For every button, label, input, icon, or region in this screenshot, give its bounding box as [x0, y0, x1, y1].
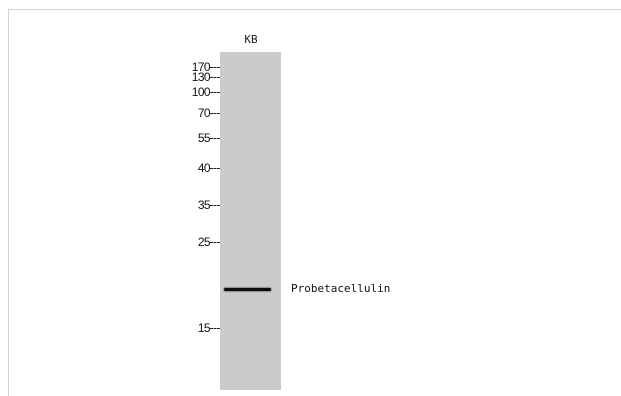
- marker-35-tick: [210, 204, 220, 206]
- marker-15: 15: [198, 321, 220, 335]
- marker-100-label: 100: [191, 85, 211, 99]
- marker-15-label: 15: [197, 321, 211, 335]
- blot-lane: [220, 52, 281, 390]
- marker-55-label: 55: [197, 131, 211, 145]
- marker-170: 170: [192, 60, 220, 74]
- marker-35-label: 35: [197, 198, 211, 212]
- marker-70-tick: [210, 112, 220, 114]
- protein-band: [224, 288, 271, 291]
- marker-130-label: 130: [191, 70, 211, 84]
- marker-25-tick: [210, 241, 220, 243]
- marker-170-label: 170: [191, 60, 211, 74]
- marker-100: 100: [192, 85, 220, 99]
- marker-35: 35: [198, 198, 220, 212]
- marker-55: 55: [198, 131, 220, 145]
- marker-70: 70: [198, 106, 220, 120]
- marker-40-label: 40: [197, 161, 211, 175]
- marker-25-label: 25: [197, 235, 211, 249]
- lane-label: KB: [244, 33, 258, 46]
- marker-55-tick: [210, 137, 220, 139]
- frame-left-border: [8, 9, 9, 396]
- marker-40-tick: [210, 167, 220, 169]
- marker-15-tick: [210, 327, 220, 329]
- marker-130-tick: [210, 76, 220, 78]
- marker-100-tick: [210, 91, 220, 93]
- marker-25: 25: [198, 235, 220, 249]
- marker-40: 40: [198, 161, 220, 175]
- band-label: Probetacellulin: [291, 282, 391, 295]
- marker-170-tick: [210, 66, 220, 68]
- marker-130: 130: [192, 70, 220, 84]
- frame-top-border: [8, 9, 621, 10]
- marker-70-label: 70: [197, 106, 211, 120]
